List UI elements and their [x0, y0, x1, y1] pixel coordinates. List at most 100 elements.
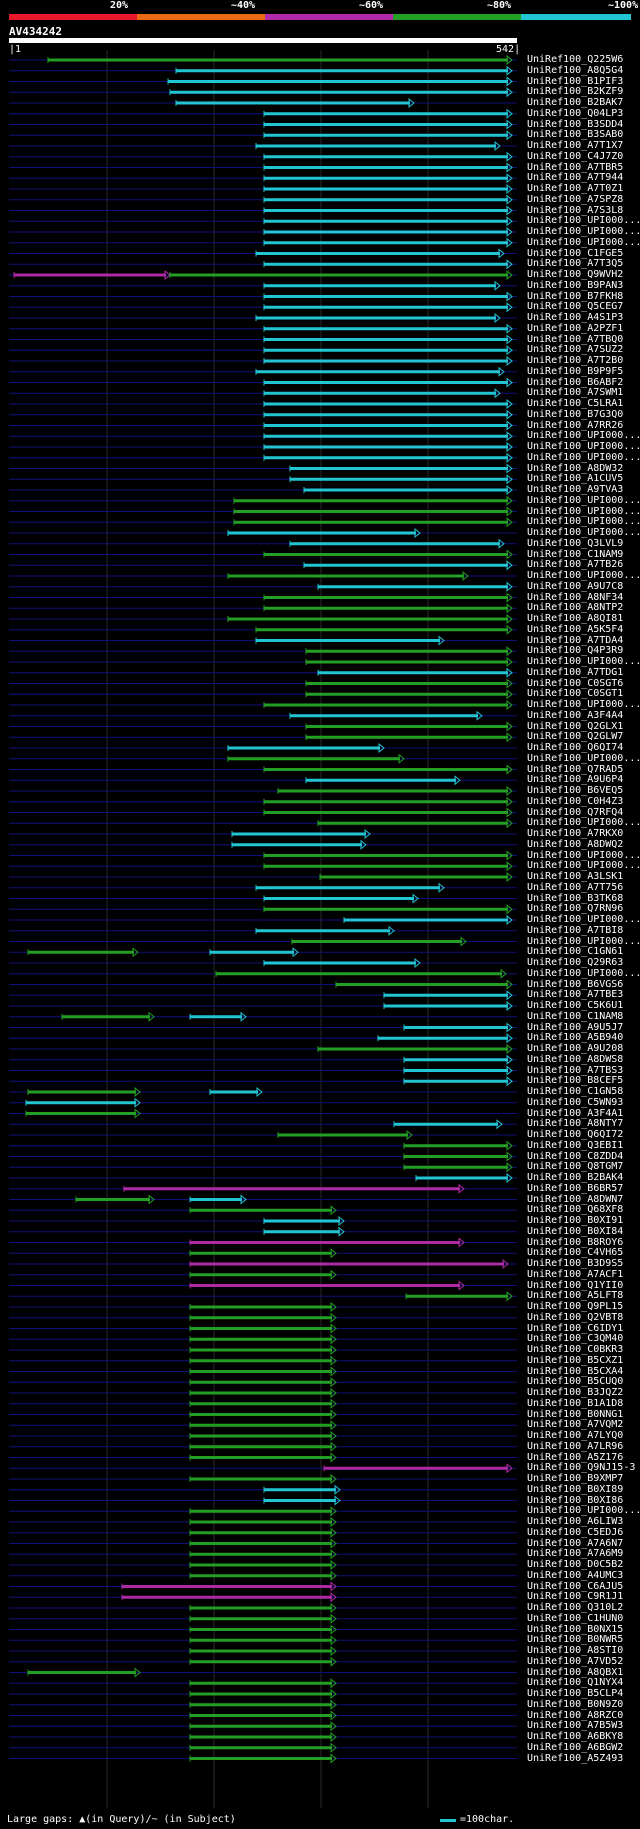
hit-label[interactable]: UniRef100_A7TDG1: [527, 666, 624, 678]
hit-label[interactable]: UniRef100_Q225W6: [527, 54, 624, 65]
hit-label[interactable]: UniRef100_Q2GLW7: [527, 731, 624, 743]
hit-label[interactable]: UniRef100_A8QI81: [527, 613, 624, 624]
hit-label[interactable]: UniRef100_Q6QI74: [527, 742, 624, 753]
hit-label[interactable]: UniRef100_Q310L2: [527, 1602, 624, 1613]
hit-label[interactable]: UniRef100_A7TBE3: [527, 989, 624, 1001]
hit-label[interactable]: UniRef100_C5EDJ6: [527, 1526, 624, 1538]
hit-label[interactable]: UniRef100_A7S3L8: [527, 204, 624, 216]
hit-label[interactable]: UniRef100_C5WN93: [527, 1096, 624, 1108]
hit-label[interactable]: UniRef100_A5B940: [527, 1032, 624, 1044]
hit-label[interactable]: UniRef100_UPI000...: [527, 441, 640, 452]
hit-label[interactable]: UniRef100_A8Q5G4: [527, 64, 624, 76]
hit-label[interactable]: UniRef100_B2BAK4: [527, 1172, 624, 1183]
hit-label[interactable]: UniRef100_Q29R63: [527, 957, 624, 968]
hit-label[interactable]: UniRef100_UPI000...: [527, 1505, 640, 1517]
hit-label[interactable]: UniRef100_A4S1P3: [527, 312, 624, 323]
hit-label[interactable]: UniRef100_C5K6U1: [527, 1000, 624, 1011]
hit-label[interactable]: UniRef100_Q2GLX1: [527, 720, 624, 732]
hit-label[interactable]: UniRef100_A7RR26: [527, 419, 624, 431]
hit-label[interactable]: UniRef100_A7VQM2: [527, 1419, 624, 1431]
hit-label[interactable]: UniRef100_A7TB26: [527, 559, 624, 571]
hit-label[interactable]: UniRef100_C0BKR3: [527, 1344, 624, 1355]
hit-label[interactable]: UniRef100_A8NTP2: [527, 602, 624, 614]
hit-label[interactable]: UniRef100_A7ACF1: [527, 1268, 624, 1280]
hit-label[interactable]: UniRef100_A6BGW2: [527, 1741, 624, 1753]
hit-label[interactable]: UniRef100_UPI000...: [527, 752, 640, 764]
hit-label[interactable]: UniRef100_A3F4A4: [527, 709, 624, 721]
hit-label[interactable]: UniRef100_UPI000...: [527, 236, 640, 248]
hit-label[interactable]: UniRef100_C4VH65: [527, 1247, 624, 1259]
hit-label[interactable]: UniRef100_A6BKY8: [527, 1731, 624, 1742]
hit-label[interactable]: UniRef100_A5LFT8: [527, 1290, 624, 1302]
hit-label[interactable]: UniRef100_C5LRA1: [527, 398, 624, 409]
hit-label[interactable]: UniRef100_UPI000...: [527, 849, 640, 861]
hit-label[interactable]: UniRef100_A7A6N7: [527, 1537, 624, 1549]
hit-label[interactable]: UniRef100_B5CXZ1: [527, 1354, 624, 1366]
hit-label[interactable]: UniRef100_B8CEF5: [527, 1075, 624, 1087]
hit-label[interactable]: UniRef100_A5Z493: [527, 1752, 624, 1764]
hit-label[interactable]: UniRef100_B7G3Q0: [527, 408, 624, 420]
hit-label[interactable]: UniRef100_A9U5J7: [527, 1021, 624, 1033]
hit-label[interactable]: UniRef100_Q9WVH2: [527, 269, 624, 280]
hit-label[interactable]: UniRef100_A7T2B0: [527, 355, 624, 366]
hit-label[interactable]: UniRef100_B0XI86: [527, 1494, 624, 1506]
hit-label[interactable]: UniRef100_C6IDY1: [527, 1322, 624, 1334]
hit-label[interactable]: UniRef100_B2BAK7: [527, 97, 624, 108]
hit-label[interactable]: UniRef100_B0NX15: [527, 1623, 624, 1635]
hit-label[interactable]: UniRef100_C0SGT1: [527, 688, 624, 700]
hit-label[interactable]: UniRef100_B2KZF9: [527, 86, 624, 98]
hit-label[interactable]: UniRef100_C3QM40: [527, 1333, 624, 1345]
hit-label[interactable]: UniRef100_UPI000...: [527, 430, 640, 442]
hit-label[interactable]: UniRef100_Q04LP3: [527, 107, 624, 119]
hit-label[interactable]: UniRef100_B6BR57: [527, 1182, 624, 1194]
hit-label[interactable]: UniRef100_A9U6P4: [527, 774, 624, 786]
hit-label[interactable]: UniRef100_B9PAN3: [527, 279, 624, 291]
hit-label[interactable]: UniRef100_B3SDD4: [527, 118, 624, 130]
hit-label[interactable]: UniRef100_B5CUQ0: [527, 1376, 624, 1388]
hit-label[interactable]: UniRef100_A9U7C8: [527, 580, 624, 592]
hit-label[interactable]: UniRef100_UPI000...: [527, 935, 640, 947]
hit-label[interactable]: UniRef100_B3D9S5: [527, 1258, 624, 1269]
hit-label[interactable]: UniRef100_A9TVA3: [527, 484, 624, 495]
hit-label[interactable]: UniRef100_A8NF34: [527, 591, 624, 603]
hit-label[interactable]: UniRef100_UPI000...: [527, 505, 640, 517]
hit-label[interactable]: UniRef100_UPI000...: [527, 215, 640, 227]
hit-label[interactable]: UniRef100_A2PZF1: [527, 322, 624, 334]
hit-label[interactable]: UniRef100_C6AJU5: [527, 1580, 624, 1592]
hit-label[interactable]: UniRef100_A7VD52: [527, 1655, 624, 1667]
hit-label[interactable]: UniRef100_B6VEQ5: [527, 785, 624, 796]
hit-label[interactable]: UniRef100_A8RZC0: [527, 1709, 624, 1721]
hit-label[interactable]: UniRef100_Q2VBT8: [527, 1311, 624, 1323]
hit-label[interactable]: UniRef100_A7SPZ8: [527, 193, 624, 205]
hit-label[interactable]: UniRef100_C8ZDD4: [527, 1150, 624, 1162]
hit-label[interactable]: UniRef100_Q4P3R9: [527, 645, 624, 657]
hit-label[interactable]: UniRef100_Q3LVL9: [527, 537, 624, 549]
hit-label[interactable]: UniRef100_A7T3Q5: [527, 258, 624, 270]
hit-label[interactable]: UniRef100_B3JQZ2: [527, 1387, 624, 1398]
hit-label[interactable]: UniRef100_A7LR96: [527, 1440, 624, 1452]
hit-label[interactable]: UniRef100_UPI000...: [527, 699, 640, 710]
hit-label[interactable]: UniRef100_A7TDA4: [527, 634, 624, 646]
hit-label[interactable]: UniRef100_B9P9F5: [527, 365, 624, 377]
hit-label[interactable]: UniRef100_A8DWS8: [527, 1053, 624, 1065]
hit-label[interactable]: UniRef100_Q3EBI1: [527, 1139, 624, 1151]
hit-label[interactable]: UniRef100_A7T944: [527, 172, 624, 184]
hit-label[interactable]: UniRef100_A1CUV5: [527, 473, 624, 485]
hit-label[interactable]: UniRef100_B3SAB0: [527, 129, 624, 141]
hit-label[interactable]: UniRef100_UPI000...: [527, 656, 640, 667]
hit-label[interactable]: UniRef100_A7LYQ0: [527, 1430, 624, 1441]
hit-label[interactable]: UniRef100_B1PIF3: [527, 75, 624, 87]
hit-label[interactable]: UniRef100_A8DW32: [527, 462, 624, 474]
hit-label[interactable]: UniRef100_B0XI89: [527, 1483, 624, 1495]
hit-label[interactable]: UniRef100_Q7RAD5: [527, 763, 624, 775]
hit-label[interactable]: UniRef100_Q7RN96: [527, 903, 624, 915]
hit-label[interactable]: UniRef100_UPI000...: [527, 494, 640, 506]
hit-label[interactable]: UniRef100_C1FGE5: [527, 247, 624, 259]
hit-label[interactable]: UniRef100_B0XI84: [527, 1225, 624, 1237]
hit-label[interactable]: UniRef100_A7T756: [527, 881, 624, 893]
hit-label[interactable]: UniRef100_Q6QI72: [527, 1129, 624, 1140]
hit-label[interactable]: UniRef100_UPI000...: [527, 570, 640, 581]
hit-label[interactable]: UniRef100_C1GN58: [527, 1086, 624, 1097]
hit-label[interactable]: UniRef100_A7B5W3: [527, 1720, 624, 1732]
hit-label[interactable]: UniRef100_C0H4Z3: [527, 795, 624, 807]
